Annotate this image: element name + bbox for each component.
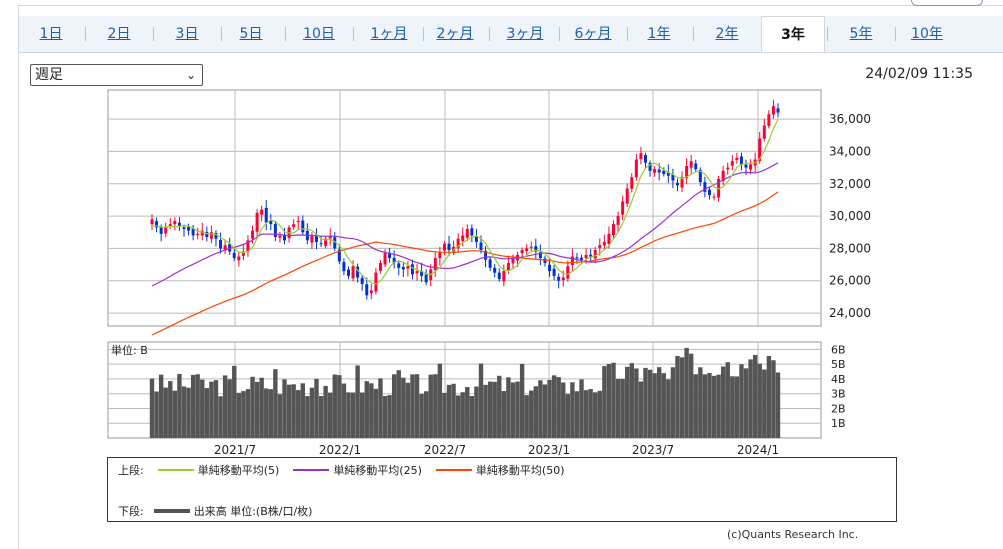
tab-separator [827, 27, 828, 41]
tab-separator [353, 27, 354, 41]
tab-12[interactable]: 5年 [849, 26, 873, 42]
legend-ma5-label: 単純移動平均(5) [197, 464, 280, 477]
tab-separator [153, 27, 154, 41]
tab-separator [221, 27, 222, 41]
tab-8[interactable]: 6ヶ月 [574, 26, 612, 42]
legend-volume-swatch [153, 509, 190, 513]
tab-separator [627, 27, 628, 41]
tab-separator [895, 27, 896, 41]
tab-5[interactable]: 1ヶ月 [370, 26, 408, 42]
chart-panel-frame [18, 5, 1003, 549]
tab-separator [559, 27, 560, 41]
legend-ma50-swatch [435, 469, 472, 471]
tab-separator [423, 27, 424, 41]
tab-0[interactable]: 1日 [39, 26, 63, 42]
credit-text: (c)Quants Research Inc. [727, 528, 859, 541]
legend-ma25-label: 単純移動平均(25) [333, 464, 422, 477]
legend-upper-row: 上段: 単純移動平均(5) 単純移動平均(25) 単純移動平均(50) [118, 462, 565, 478]
tab-9[interactable]: 1年 [647, 26, 671, 42]
legend-volume-label: 出来高 単位:(B株/口/枚) [193, 505, 313, 518]
tab-3[interactable]: 5日 [239, 26, 263, 42]
legend-ma25-swatch [293, 469, 330, 471]
period-select-value: 週足 [35, 67, 63, 83]
period-tab-bar: 1日 2日 3日 5日 10日 1ヶ月 2ヶ月 3ヶ月 6ヶ月 1年 2年 3年 5年 10年 [19, 16, 1003, 53]
legend-lower-row: 下段: 出来高 単位:(B株/口/枚) [118, 503, 312, 519]
tab-separator [285, 27, 286, 41]
tab-2[interactable]: 3日 [175, 26, 199, 42]
tab-11[interactable]: 3年 [761, 16, 825, 52]
tab-4[interactable]: 10日 [303, 26, 335, 42]
top-button-edge[interactable] [911, 0, 983, 6]
legend-lower-label: 下段: [118, 505, 144, 518]
chart-legend: 上段: 単純移動平均(5) 単純移動平均(25) 単純移動平均(50) 下段: … [107, 457, 897, 522]
chevron-down-icon: ⌄ [185, 68, 196, 82]
tab-separator [85, 27, 86, 41]
legend-ma50-label: 単純移動平均(50) [475, 464, 565, 477]
timestamp: 24/02/09 11:35 [865, 66, 973, 82]
tab-10[interactable]: 2年 [715, 26, 739, 42]
tab-6[interactable]: 2ヶ月 [436, 26, 474, 42]
legend-ma5-swatch [157, 469, 194, 471]
period-select[interactable]: 週足 ⌄ [30, 64, 203, 86]
tab-1[interactable]: 2日 [107, 26, 131, 42]
tab-separator [693, 27, 694, 41]
tab-separator [489, 27, 490, 41]
legend-upper-label: 上段: [118, 464, 144, 477]
tab-7[interactable]: 3ヶ月 [506, 26, 544, 42]
tab-13[interactable]: 10年 [911, 26, 943, 42]
